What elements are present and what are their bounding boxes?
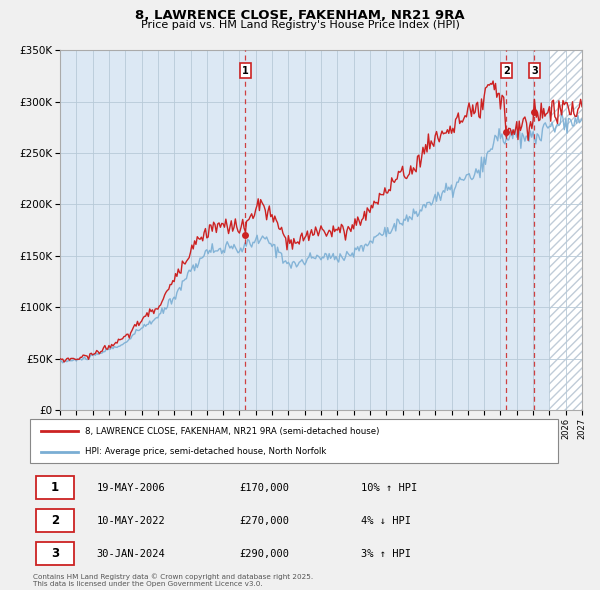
Text: 3% ↑ HPI: 3% ↑ HPI xyxy=(361,549,411,559)
Text: 19-MAY-2006: 19-MAY-2006 xyxy=(96,483,165,493)
Text: 3: 3 xyxy=(531,65,538,76)
Bar xyxy=(550,50,582,410)
Text: 4% ↓ HPI: 4% ↓ HPI xyxy=(361,516,411,526)
Text: 8, LAWRENCE CLOSE, FAKENHAM, NR21 9RA (semi-detached house): 8, LAWRENCE CLOSE, FAKENHAM, NR21 9RA (s… xyxy=(85,427,380,436)
Text: £170,000: £170,000 xyxy=(240,483,290,493)
Text: 2: 2 xyxy=(51,514,59,527)
Text: £290,000: £290,000 xyxy=(240,549,290,559)
FancyBboxPatch shape xyxy=(35,476,74,499)
Text: 8, LAWRENCE CLOSE, FAKENHAM, NR21 9RA: 8, LAWRENCE CLOSE, FAKENHAM, NR21 9RA xyxy=(135,9,465,22)
Text: 2: 2 xyxy=(503,65,509,76)
Text: HPI: Average price, semi-detached house, North Norfolk: HPI: Average price, semi-detached house,… xyxy=(85,447,327,456)
Text: 10% ↑ HPI: 10% ↑ HPI xyxy=(361,483,418,493)
Text: £270,000: £270,000 xyxy=(240,516,290,526)
Text: 3: 3 xyxy=(51,547,59,560)
Text: Contains HM Land Registry data © Crown copyright and database right 2025.
This d: Contains HM Land Registry data © Crown c… xyxy=(33,573,313,587)
Text: 10-MAY-2022: 10-MAY-2022 xyxy=(96,516,165,526)
FancyBboxPatch shape xyxy=(30,419,558,463)
FancyBboxPatch shape xyxy=(35,509,74,532)
Text: 30-JAN-2024: 30-JAN-2024 xyxy=(96,549,165,559)
Bar xyxy=(550,50,582,410)
Text: 1: 1 xyxy=(51,481,59,494)
FancyBboxPatch shape xyxy=(35,542,74,565)
Text: 1: 1 xyxy=(242,65,249,76)
Text: Price paid vs. HM Land Registry's House Price Index (HPI): Price paid vs. HM Land Registry's House … xyxy=(140,20,460,30)
